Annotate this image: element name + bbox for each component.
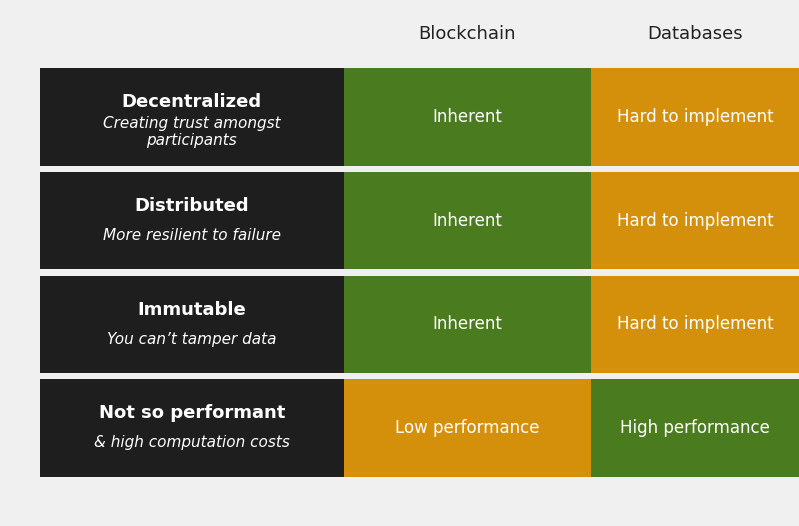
Text: Not so performant: Not so performant [98, 404, 285, 422]
Bar [40, 172, 344, 269]
Bar [344, 379, 591, 477]
Text: Blockchain: Blockchain [419, 25, 516, 43]
Bar [591, 276, 799, 373]
Text: Inherent: Inherent [432, 211, 503, 230]
Bar [40, 276, 344, 373]
Text: Databases: Databases [647, 25, 743, 43]
Text: High performance: High performance [620, 419, 770, 437]
Bar [344, 172, 591, 269]
Text: Decentralized: Decentralized [121, 93, 262, 112]
Bar [40, 379, 344, 477]
Bar [591, 68, 799, 166]
Text: Low performance: Low performance [396, 419, 539, 437]
Text: You can’t tamper data: You can’t tamper data [107, 331, 276, 347]
Text: Hard to implement: Hard to implement [617, 315, 773, 333]
Bar [344, 68, 591, 166]
Bar [40, 68, 344, 166]
Bar [591, 172, 799, 269]
Text: Immutable: Immutable [137, 300, 246, 319]
Text: Inherent: Inherent [432, 108, 503, 126]
Text: Inherent: Inherent [432, 315, 503, 333]
Text: Creating trust amongst
participants: Creating trust amongst participants [103, 116, 280, 148]
Text: Hard to implement: Hard to implement [617, 108, 773, 126]
Text: & high computation costs: & high computation costs [93, 435, 290, 450]
Text: More resilient to failure: More resilient to failure [103, 228, 280, 243]
Bar [344, 276, 591, 373]
Bar [591, 379, 799, 477]
Text: Hard to implement: Hard to implement [617, 211, 773, 230]
Text: Distributed: Distributed [134, 197, 249, 215]
